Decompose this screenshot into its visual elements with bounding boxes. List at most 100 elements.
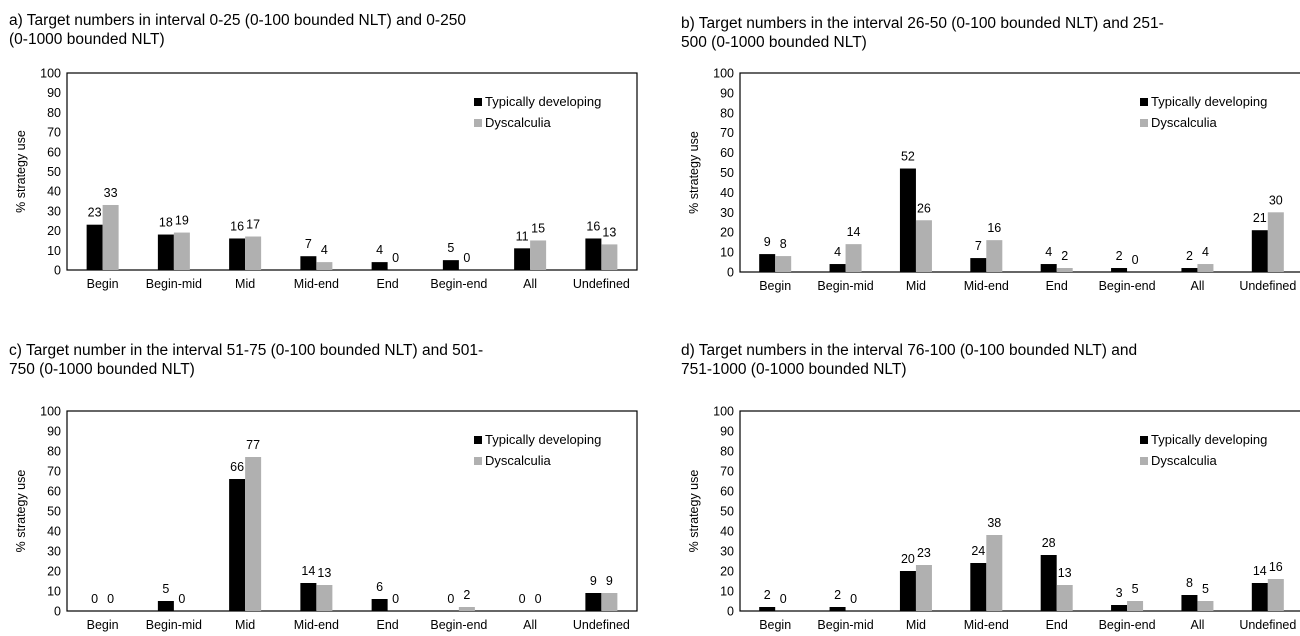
- data-label: 0: [447, 592, 454, 606]
- data-label: 13: [317, 566, 331, 580]
- y-tick-label: 0: [54, 264, 61, 278]
- bar-typically-developing: [157, 234, 174, 270]
- y-tick-label: 40: [720, 186, 734, 200]
- y-tick-label: 60: [47, 145, 61, 159]
- legend-label: Typically developing: [485, 432, 601, 447]
- data-label: 23: [88, 206, 102, 220]
- data-label: 4: [1202, 245, 1209, 259]
- data-label: 4: [834, 245, 841, 259]
- bar-dyscalculia: [173, 232, 190, 270]
- data-label: 2: [834, 588, 841, 602]
- data-label: 14: [1253, 564, 1267, 578]
- data-label: 28: [1042, 536, 1056, 550]
- y-tick-label: 30: [720, 545, 734, 559]
- y-tick-label: 50: [47, 165, 61, 179]
- y-tick-label: 40: [720, 525, 734, 539]
- y-tick-label: 100: [713, 67, 734, 81]
- bar-typically-developing: [1040, 264, 1057, 272]
- x-tick-label: Mid-end: [964, 279, 1009, 293]
- y-tick-label: 30: [47, 545, 61, 559]
- data-label: 3: [1116, 586, 1123, 600]
- y-axis-label: % strategy use: [14, 470, 28, 553]
- data-label: 30: [1269, 193, 1283, 207]
- data-label: 11: [516, 229, 529, 243]
- y-axis-label: % strategy use: [687, 131, 701, 214]
- x-tick-label: Begin-mid: [817, 279, 873, 293]
- x-tick-label: Mid-end: [964, 618, 1009, 632]
- data-label: 5: [447, 241, 454, 255]
- x-tick-label: Mid: [906, 618, 926, 632]
- bar-typically-developing: [86, 224, 103, 270]
- legend-swatch: [1140, 119, 1148, 127]
- data-label: 5: [162, 582, 169, 596]
- bar-dyscalculia: [601, 593, 618, 611]
- y-axis-label: % strategy use: [14, 130, 28, 213]
- data-label: 8: [780, 237, 787, 251]
- bar-typically-developing: [1181, 595, 1198, 611]
- bar-dyscalculia: [245, 457, 262, 611]
- y-tick-label: 80: [47, 445, 61, 459]
- data-label: 5: [1132, 582, 1139, 596]
- data-label: 7: [305, 237, 312, 251]
- x-tick-label: All: [523, 277, 537, 291]
- data-label: 13: [1058, 566, 1072, 580]
- data-label: 16: [586, 219, 600, 233]
- bar-typically-developing: [970, 258, 987, 272]
- bar-typically-developing: [759, 254, 776, 272]
- data-label: 4: [376, 243, 383, 257]
- bar-dyscalculia: [986, 240, 1003, 272]
- y-tick-label: 50: [47, 505, 61, 519]
- data-label: 38: [987, 516, 1001, 530]
- data-label: 16: [230, 219, 244, 233]
- chart-panel-a: a) Target numbers in interval 0-25 (0-10…: [0, 0, 650, 318]
- plot-frame: [66, 72, 638, 271]
- y-tick-label: 100: [40, 67, 61, 81]
- chart-title-d: d) Target numbers in the interval 76-100…: [681, 342, 1138, 378]
- legend-swatch: [474, 119, 482, 127]
- data-label: 18: [159, 216, 173, 230]
- y-tick-label: 70: [47, 126, 61, 140]
- legend-swatch: [474, 436, 482, 444]
- y-tick-label: 10: [47, 244, 61, 258]
- data-label: 16: [1269, 560, 1283, 574]
- data-label: 21: [1253, 211, 1267, 225]
- data-label: 0: [392, 251, 399, 265]
- data-label: 9: [590, 574, 597, 588]
- legend-label: Dyscalculia: [485, 453, 552, 468]
- bar-typically-developing: [514, 248, 531, 270]
- y-axis-label: % strategy use: [687, 470, 701, 553]
- bar-dyscalculia: [102, 204, 119, 270]
- y-tick-label: 60: [720, 485, 734, 499]
- y-tick-label: 20: [47, 565, 61, 579]
- x-tick-label: Mid-end: [294, 618, 339, 632]
- bar-dyscalculia: [1197, 264, 1214, 272]
- y-tick-label: 90: [47, 86, 61, 100]
- data-label: 9: [764, 235, 771, 249]
- y-tick-label: 30: [720, 206, 734, 220]
- data-label: 0: [463, 251, 470, 265]
- x-tick-label: Mid: [235, 618, 255, 632]
- x-tick-label: Undefined: [573, 618, 630, 632]
- bar-typically-developing: [829, 264, 846, 272]
- bar-dyscalculia: [316, 585, 333, 611]
- bar-typically-developing: [759, 607, 776, 611]
- y-tick-label: 50: [720, 505, 734, 519]
- plot-frame: [739, 410, 1300, 612]
- legend-label: Dyscalculia: [1151, 453, 1218, 468]
- legend-swatch: [1140, 457, 1148, 465]
- y-tick-label: 90: [720, 86, 734, 100]
- x-tick-label: End: [1046, 279, 1068, 293]
- x-tick-label: Begin-end: [1099, 279, 1156, 293]
- chart-panel-d: d) Target numbers in the interval 76-100…: [650, 318, 1300, 636]
- x-tick-label: Begin-mid: [146, 618, 202, 632]
- data-label: 0: [780, 592, 787, 606]
- x-tick-label: All: [1190, 618, 1204, 632]
- data-label: 8: [1186, 576, 1193, 590]
- y-tick-label: 70: [720, 126, 734, 140]
- data-label: 19: [175, 214, 189, 228]
- x-tick-label: End: [377, 618, 399, 632]
- bar-typically-developing: [970, 563, 987, 611]
- bar-dyscalculia: [458, 607, 475, 611]
